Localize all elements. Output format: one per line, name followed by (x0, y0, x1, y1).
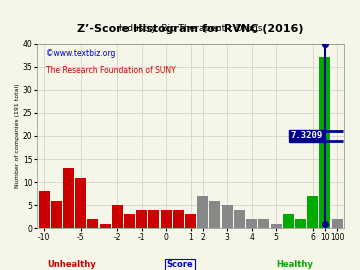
Bar (124, 214, 135, 228)
Bar (161, 210, 172, 228)
Bar (234, 210, 245, 228)
Bar (332, 219, 343, 228)
Bar (173, 210, 184, 228)
Bar (210, 201, 220, 228)
Bar (246, 219, 257, 228)
Text: The Research Foundation of SUNY: The Research Foundation of SUNY (46, 66, 176, 75)
Bar (258, 219, 269, 228)
Bar (283, 214, 294, 228)
Bar (307, 196, 318, 228)
Text: Unhealthy: Unhealthy (47, 260, 95, 269)
Bar (87, 219, 98, 228)
Bar (197, 196, 208, 228)
Y-axis label: Number of companies (191 total): Number of companies (191 total) (15, 84, 20, 188)
Bar (51, 201, 62, 228)
Bar (148, 210, 159, 228)
Text: ©www.textbiz.org: ©www.textbiz.org (46, 49, 115, 58)
Bar (222, 205, 233, 228)
Bar (295, 219, 306, 228)
Title: Z’-Score Histogram for RVNC (2016): Z’-Score Histogram for RVNC (2016) (77, 24, 304, 34)
Bar (63, 168, 74, 228)
Bar (112, 205, 123, 228)
Text: Score: Score (167, 260, 193, 269)
Bar (39, 191, 50, 228)
Bar (319, 58, 330, 228)
Text: Industry: Bio Therapeutic Drugs: Industry: Bio Therapeutic Drugs (119, 24, 262, 33)
Text: Healthy: Healthy (276, 260, 313, 269)
Text: 7.3209: 7.3209 (291, 131, 323, 140)
Bar (136, 210, 147, 228)
Bar (75, 177, 86, 228)
Bar (100, 224, 111, 228)
Bar (270, 224, 282, 228)
Bar (185, 214, 196, 228)
